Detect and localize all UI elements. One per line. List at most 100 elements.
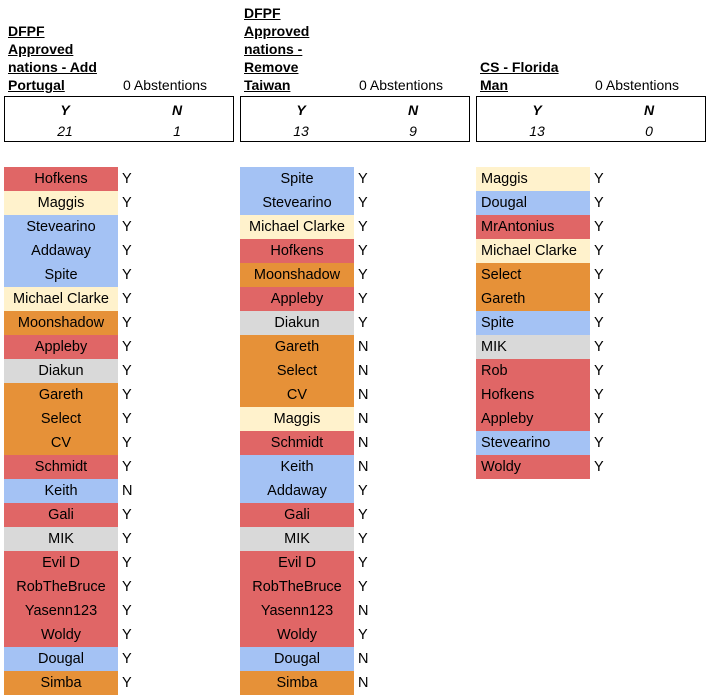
vote-cell[interactable]: N [122,483,133,499]
vote-cell[interactable]: Y [122,387,132,403]
voter-name-cell[interactable]: Dougal [4,647,118,671]
vote-cell[interactable]: Y [122,339,132,355]
vote-cell[interactable]: Y [122,579,132,595]
poll-title[interactable]: DFPF Approved nations - Add Portugal [8,22,97,94]
voter-name-cell[interactable]: Gali [240,503,354,527]
vote-cell[interactable]: Y [594,435,604,451]
vote-cell[interactable]: Y [122,171,132,187]
vote-cell[interactable]: Y [358,555,368,571]
voter-name-cell[interactable]: Maggis [240,407,354,431]
vote-cell[interactable]: Y [594,315,604,331]
voter-name-cell[interactable]: Schmidt [240,431,354,455]
vote-cell[interactable]: Y [594,411,604,427]
voter-name-cell[interactable]: CV [4,431,118,455]
vote-cell[interactable]: Y [358,219,368,235]
voter-name-cell[interactable]: Michael Clarke [240,215,354,239]
voter-name-cell[interactable]: Yasenn123 [240,599,354,623]
voter-name-cell[interactable]: Spite [476,311,590,335]
voter-name-cell[interactable]: Diakun [4,359,118,383]
vote-cell[interactable]: Y [358,291,368,307]
vote-cell[interactable]: Y [122,219,132,235]
voter-name-cell[interactable]: Stevearino [240,191,354,215]
voter-name-cell[interactable]: Yasenn123 [4,599,118,623]
voter-name-cell[interactable]: Gali [4,503,118,527]
vote-cell[interactable]: Y [358,579,368,595]
vote-cell[interactable]: Y [594,363,604,379]
voter-name-cell[interactable]: Hofkens [4,167,118,191]
voter-name-cell[interactable]: Gareth [240,335,354,359]
poll-title[interactable]: CS - Florida Man [480,58,559,94]
vote-cell[interactable]: N [358,363,369,379]
vote-cell[interactable]: Y [122,627,132,643]
voter-name-cell[interactable]: MIK [476,335,590,359]
vote-cell[interactable]: N [358,411,369,427]
voter-name-cell[interactable]: MIK [4,527,118,551]
vote-cell[interactable]: N [358,387,369,403]
voter-name-cell[interactable]: Select [240,359,354,383]
voter-name-cell[interactable]: Woldy [240,623,354,647]
vote-cell[interactable]: N [358,459,369,475]
voter-name-cell[interactable]: Select [4,407,118,431]
voter-name-cell[interactable]: Maggis [476,167,590,191]
voter-name-cell[interactable]: Schmidt [4,455,118,479]
vote-cell[interactable]: N [358,651,369,667]
voter-name-cell[interactable]: Evil D [4,551,118,575]
voter-name-cell[interactable]: Addaway [4,239,118,263]
vote-cell[interactable]: Y [358,507,368,523]
vote-cell[interactable]: Y [594,195,604,211]
voter-name-cell[interactable]: Keith [4,479,118,503]
vote-cell[interactable]: Y [594,339,604,355]
voter-name-cell[interactable]: Michael Clarke [4,287,118,311]
vote-cell[interactable]: Y [122,651,132,667]
vote-cell[interactable]: Y [358,171,368,187]
voter-name-cell[interactable]: Michael Clarke [476,239,590,263]
poll-title[interactable]: DFPF Approved nations - Remove Taiwan [244,4,309,94]
vote-cell[interactable]: Y [594,171,604,187]
vote-cell[interactable]: Y [122,363,132,379]
vote-cell[interactable]: Y [358,627,368,643]
voter-name-cell[interactable]: CV [240,383,354,407]
vote-cell[interactable]: N [358,603,369,619]
vote-cell[interactable]: Y [122,243,132,259]
vote-cell[interactable]: Y [358,531,368,547]
vote-cell[interactable]: Y [594,387,604,403]
voter-name-cell[interactable]: Spite [240,167,354,191]
vote-cell[interactable]: N [358,339,369,355]
vote-cell[interactable]: Y [358,243,368,259]
vote-cell[interactable]: Y [122,459,132,475]
voter-name-cell[interactable]: Addaway [240,479,354,503]
vote-cell[interactable]: N [358,675,369,691]
vote-cell[interactable]: Y [122,603,132,619]
voter-name-cell[interactable]: Rob [476,359,590,383]
vote-cell[interactable]: Y [122,507,132,523]
voter-name-cell[interactable]: Dougal [240,647,354,671]
voter-name-cell[interactable]: Select [476,263,590,287]
voter-name-cell[interactable]: Moonshadow [4,311,118,335]
voter-name-cell[interactable]: Appleby [476,407,590,431]
voter-name-cell[interactable]: Appleby [240,287,354,311]
vote-cell[interactable]: Y [122,267,132,283]
voter-name-cell[interactable]: Dougal [476,191,590,215]
voter-name-cell[interactable]: RobTheBruce [4,575,118,599]
vote-cell[interactable]: Y [122,315,132,331]
vote-cell[interactable]: Y [594,243,604,259]
vote-cell[interactable]: Y [358,315,368,331]
vote-cell[interactable]: Y [122,291,132,307]
voter-name-cell[interactable]: Diakun [240,311,354,335]
voter-name-cell[interactable]: Woldy [476,455,590,479]
vote-cell[interactable]: Y [122,555,132,571]
vote-cell[interactable]: Y [122,675,132,691]
voter-name-cell[interactable]: Hofkens [476,383,590,407]
voter-name-cell[interactable]: MIK [240,527,354,551]
vote-cell[interactable]: N [358,435,369,451]
voter-name-cell[interactable]: Moonshadow [240,263,354,287]
voter-name-cell[interactable]: MrAntonius [476,215,590,239]
voter-name-cell[interactable]: RobTheBruce [240,575,354,599]
vote-cell[interactable]: Y [358,483,368,499]
vote-cell[interactable]: Y [122,435,132,451]
voter-name-cell[interactable]: Simba [4,671,118,695]
vote-cell[interactable]: Y [594,291,604,307]
voter-name-cell[interactable]: Keith [240,455,354,479]
voter-name-cell[interactable]: Simba [240,671,354,695]
voter-name-cell[interactable]: Woldy [4,623,118,647]
